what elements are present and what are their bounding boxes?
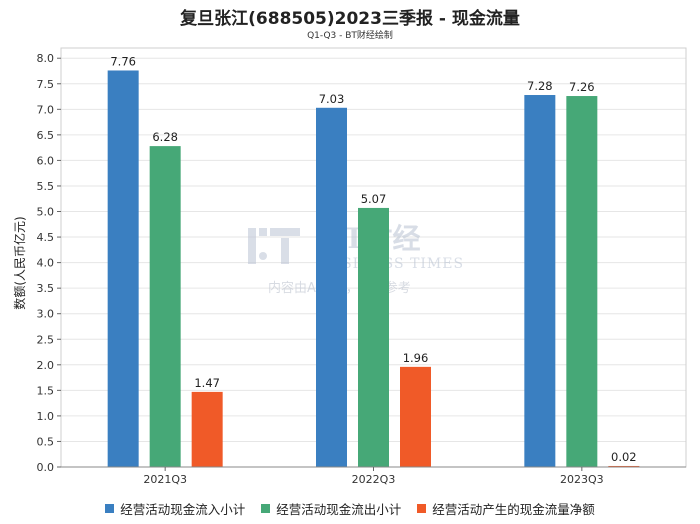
y-tick-label: 6.0 [37, 154, 55, 167]
y-tick-label: 1.0 [37, 410, 55, 423]
legend: 经营活动现金流入小计 经营活动现金流出小计 经营活动产生的现金流量净额 [0, 499, 700, 518]
bar-value-label: 7.28 [527, 79, 553, 93]
bar [149, 146, 181, 468]
legend-swatch [105, 504, 115, 513]
labels-layer: 0.0 0.5 1.0 1.5 2.0 2.5 3.0 3.5 4.0 4.5 5.0 5.5 6.0 6… [37, 52, 637, 486]
bar-value-label: 7.26 [569, 80, 595, 94]
bar [608, 465, 640, 467]
y-tick-label: 0.5 [37, 435, 55, 448]
bar-value-label: 1.96 [403, 351, 429, 365]
y-tick-label: 4.5 [37, 231, 55, 244]
legend-item: 经营活动现金流出小计 [261, 499, 401, 518]
bar-value-label: 0.02 [611, 450, 637, 464]
axes-layer [57, 47, 687, 471]
legend-item: 经营活动现金流入小计 [105, 499, 245, 518]
y-tick-label: 5.0 [37, 206, 55, 219]
y-tick-label: 0.0 [37, 461, 55, 474]
legend-swatch [261, 504, 271, 513]
chart-title: 复旦张江(688505)2023三季报 - 现金流量 [180, 9, 520, 29]
chart-subtitle: Q1-Q3 - BT财经绘制 [307, 31, 393, 41]
bar [107, 70, 139, 468]
y-tick-label: 8.0 [37, 52, 55, 65]
y-tick-label: 2.0 [37, 359, 55, 372]
legend-item: 经营活动产生的现金流量净额 [417, 499, 595, 518]
y-tick-label: 1.5 [37, 384, 55, 397]
watermark: BT财经 BUSINESS TIMES 内容由AI生成，仅供参考 [248, 222, 464, 296]
bar-value-label: 7.76 [110, 54, 136, 68]
bar [316, 107, 347, 467]
bar-value-label: 1.47 [194, 376, 220, 390]
bar [358, 207, 389, 467]
y-tick-label: 3.0 [37, 308, 55, 321]
legend-label: 经营活动产生的现金流量净额 [432, 502, 595, 517]
y-tick-label: 7.0 [37, 103, 55, 116]
y-tick-label: 2.5 [37, 333, 55, 346]
bar [400, 366, 431, 467]
legend-swatch [417, 504, 427, 513]
x-tick-label: 2022Q3 [352, 473, 396, 486]
y-tick-label: 3.5 [37, 282, 55, 295]
bar-value-label: 5.07 [361, 192, 387, 206]
y-tick-label: 5.5 [37, 180, 55, 193]
y-tick-label: 4.0 [37, 257, 55, 270]
bar-value-label: 7.03 [319, 92, 345, 106]
y-axis-title: 数额(人民币亿元) [12, 216, 27, 309]
bar [191, 391, 223, 467]
x-tick-label: 2023Q3 [560, 473, 604, 486]
legend-label: 经营活动现金流入小计 [120, 502, 246, 517]
legend-label: 经营活动现金流出小计 [276, 502, 402, 517]
x-tick-label: 2021Q3 [143, 473, 187, 486]
y-tick-label: 7.5 [37, 78, 55, 91]
bars-layer [107, 70, 640, 468]
bar-value-label: 6.28 [152, 130, 178, 144]
watermark-logo-icon [248, 228, 300, 264]
bar [566, 96, 598, 467]
watermark-tagline: BUSINESS TIMES [318, 256, 464, 272]
bar [524, 95, 556, 467]
y-tick-label: 6.5 [37, 129, 55, 142]
